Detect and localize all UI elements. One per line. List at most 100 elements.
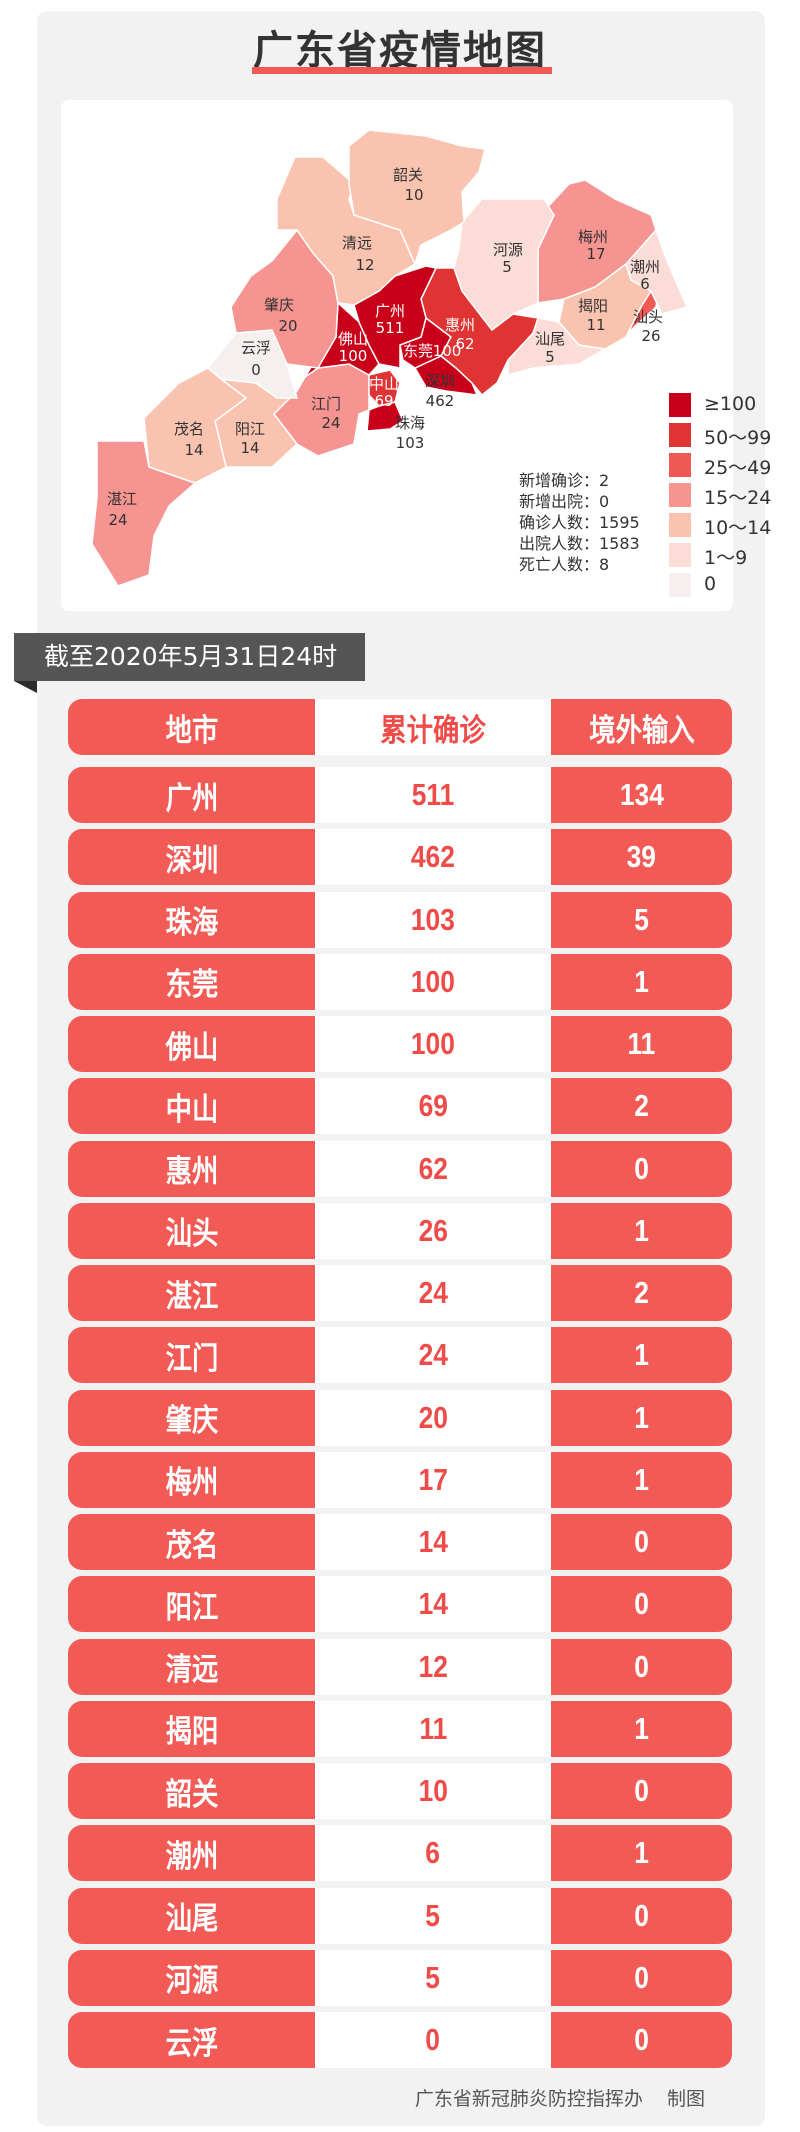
total-confirmed-cell: 14 [315, 1514, 551, 1570]
city-cell: 潮州 [68, 1825, 315, 1882]
total-confirmed-cell: 100 [315, 1016, 551, 1072]
imported-cell: 1 [551, 1700, 732, 1757]
table-row: 中山 69 2 [68, 1078, 732, 1135]
map-region-name: 深圳 [425, 372, 455, 390]
map-region [368, 369, 401, 407]
total-confirmed-cell: 69 [315, 1078, 551, 1135]
table-header-row: 地市 累计确诊 境外输入 [68, 699, 732, 755]
map-region-name: 河源 [493, 241, 523, 259]
page-title: 广东省疫情地图 [253, 28, 547, 74]
table-row: 佛山 100 11 [68, 1016, 732, 1072]
cell-text: 汕尾 [165, 1901, 218, 1936]
imported-cell: 134 [551, 767, 732, 823]
total-confirmed-cell: 11 [315, 1700, 551, 1757]
table-row: 惠州 62 0 [68, 1140, 732, 1197]
city-cell: 湛江 [68, 1265, 315, 1321]
cell-text: 134 [619, 777, 664, 812]
cell-text: 深圳 [165, 842, 218, 878]
cell-text: 肇庆 [165, 1403, 218, 1438]
imported-cell: 0 [551, 1638, 732, 1695]
map-region-value: 14 [184, 441, 203, 459]
city-cell: 中山 [68, 1078, 315, 1135]
imported-cell: 1 [551, 1327, 732, 1384]
map-region-name: 惠州 [445, 316, 475, 334]
map-region [353, 265, 438, 369]
table-row: 江门 24 1 [68, 1327, 732, 1384]
map-region-name: 肇庆 [264, 296, 294, 314]
legend-swatch [669, 423, 691, 447]
cell-text: 梅州 [165, 1465, 218, 1501]
map-region-value: 100 [433, 342, 462, 360]
city-cell: 深圳 [68, 829, 315, 886]
cell-text: 0 [634, 1648, 649, 1684]
imported-cell: 1 [551, 953, 732, 1010]
date-banner: 截至2020年5月31日24时 [14, 633, 365, 681]
city-cell: 珠海 [68, 891, 315, 948]
cell-text: 0 [634, 1524, 649, 1559]
cell-text: 24 [418, 1337, 448, 1373]
cell-text: 中山 [165, 1091, 218, 1127]
cell-text: 26 [418, 1212, 448, 1248]
total-confirmed-cell: 10 [315, 1763, 551, 1819]
cell-text: 11 [419, 1710, 447, 1746]
table-row: 汕尾 5 0 [68, 1887, 732, 1944]
city-cell: 韶关 [68, 1763, 315, 1819]
total-confirmed-cell: 100 [315, 953, 551, 1010]
total-confirmed-cell: 26 [315, 1202, 551, 1259]
cell-text: 1 [634, 1212, 649, 1248]
stat-line: 出院人数：1583 [519, 534, 640, 553]
cell-text: 1 [634, 1710, 649, 1746]
map-region-value: 69 [374, 392, 393, 410]
cell-text: 湛江 [165, 1278, 218, 1314]
city-cell: 惠州 [68, 1140, 315, 1197]
map-card: 韶关 10 清远 12 河源 5 梅州 17 潮州 6 肇庆 20 广州 511 惠州 62 揭阳 11 汕头 26 佛… [61, 100, 771, 611]
total-confirmed-cell: 12 [315, 1638, 551, 1695]
cell-text: 12 [418, 1648, 448, 1684]
city-cell: 汕头 [68, 1202, 315, 1259]
cell-text: 2 [634, 1088, 649, 1124]
map-region-name: 梅州 [578, 228, 608, 246]
map-region-value: 5 [502, 258, 512, 276]
imported-cell: 1 [551, 1825, 732, 1882]
table-row: 阳江 14 0 [68, 1576, 732, 1633]
cell-text: 103 [411, 901, 455, 937]
map-region-value: 12 [355, 256, 374, 274]
cell-text: 东莞 [165, 967, 218, 1003]
total-confirmed-cell: 511 [315, 767, 551, 823]
imported-cell: 2 [551, 1265, 732, 1321]
legend-label: 15～24 [704, 487, 772, 509]
map-region-value: 5 [545, 348, 555, 366]
cell-text: 累计确诊 [380, 712, 486, 748]
map-region-value: 24 [321, 414, 340, 432]
map-region-value: 10 [404, 186, 423, 204]
map-region [143, 367, 248, 484]
imported-cell: 0 [551, 2012, 732, 2068]
cell-text: 揭阳 [165, 1714, 218, 1750]
cell-text: 14 [418, 1586, 448, 1622]
legend-label: 50～99 [704, 427, 772, 449]
map-region-name: 茂名 [174, 420, 204, 438]
legend-swatch [669, 513, 691, 537]
map-region-name: 佛山 [338, 330, 368, 348]
imported-cell: 39 [551, 829, 732, 886]
cell-text: 10 [418, 1773, 448, 1808]
cell-text: 韶关 [165, 1776, 218, 1812]
legend-swatch [669, 453, 691, 477]
map-region-value: 26 [641, 327, 660, 345]
cell-text: 0 [634, 1959, 649, 1995]
cell-text: 0 [634, 1897, 649, 1933]
total-confirmed-cell: 0 [315, 2012, 551, 2068]
legend-label: 0 [704, 573, 717, 595]
map-region-value: 62 [455, 335, 474, 353]
city-cell: 肇庆 [68, 1389, 315, 1446]
cell-text: 0 [425, 2022, 441, 2057]
imported-cell: 0 [551, 1949, 732, 2006]
city-cell: 阳江 [68, 1576, 315, 1633]
cell-text: 境外输入 [588, 712, 695, 748]
total-confirmed-cell: 14 [315, 1576, 551, 1633]
map-region-name: 阳江 [235, 420, 265, 438]
table-row: 梅州 17 1 [68, 1451, 732, 1508]
table-row: 潮州 6 1 [68, 1825, 732, 1882]
map-region-value: 14 [240, 439, 259, 457]
cell-text: 24 [418, 1275, 448, 1310]
